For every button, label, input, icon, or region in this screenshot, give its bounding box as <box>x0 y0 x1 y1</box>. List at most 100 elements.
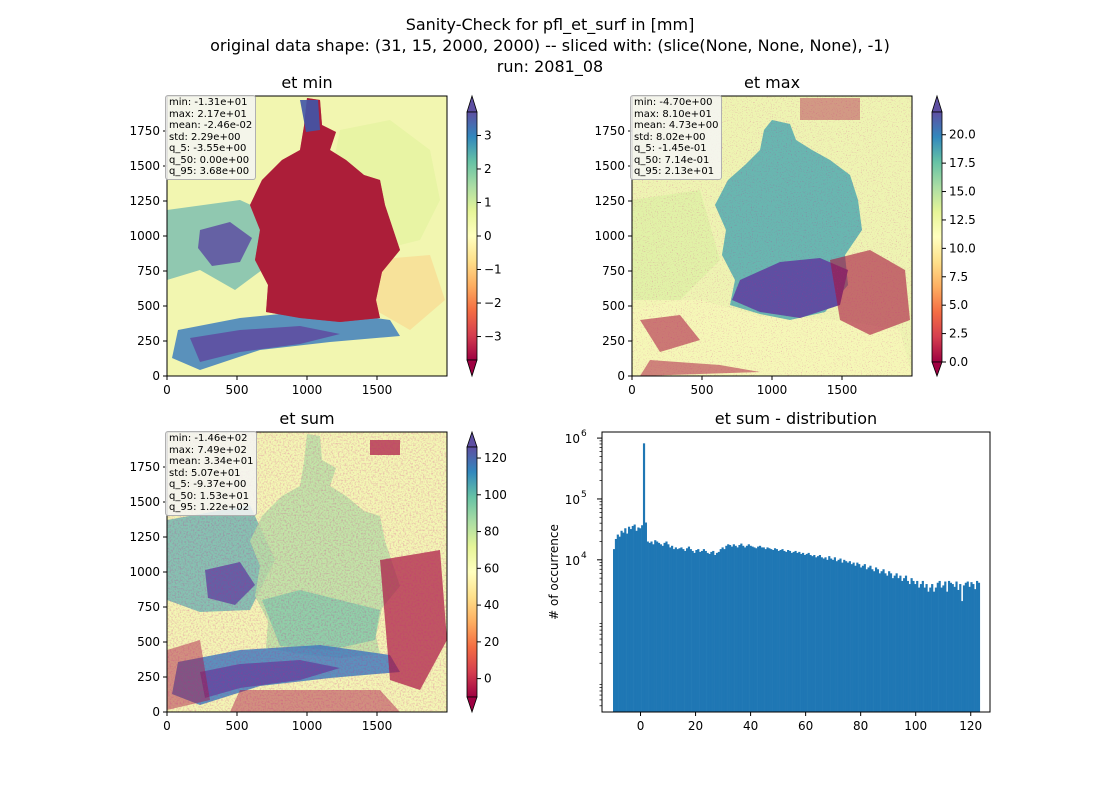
y-axis-et-min: 0 250 500 750 1000 1250 1500 1750 <box>129 124 167 383</box>
histogram-bar <box>745 545 749 712</box>
panel-et-sum-title: et sum <box>279 409 334 428</box>
histogram-bar <box>949 582 952 712</box>
histogram-bar <box>871 569 874 712</box>
histogram-bar <box>807 552 810 712</box>
x-tick-label: 500 <box>226 383 249 397</box>
histogram-bar <box>910 578 913 712</box>
histogram-bar <box>663 542 666 712</box>
histogram-bar <box>685 548 689 712</box>
histogram-bar <box>766 547 769 712</box>
histogram-bar <box>633 524 636 712</box>
histogram-bar <box>886 575 889 712</box>
x-tick-label: 500 <box>226 719 249 733</box>
histogram-bar <box>661 545 664 712</box>
colorbar-tick-label: 1 <box>484 195 492 209</box>
histogram-bar <box>976 580 979 712</box>
histogram-bar <box>811 556 814 712</box>
histogram-bar <box>614 538 618 712</box>
histogram-bar <box>674 547 677 712</box>
y-tick-label: 250 <box>137 334 160 348</box>
histogram-bar <box>874 567 878 712</box>
x-axis-et-max: 0 500 1000 1500 <box>628 376 857 397</box>
colorbar-tick-label: 5.0 <box>949 298 968 312</box>
x-tick-label: 500 <box>691 383 714 397</box>
histogram-bar <box>891 578 894 712</box>
histogram-bar <box>970 582 973 712</box>
histogram-bar <box>657 542 661 712</box>
stats-line: mean: 4.73e+00 <box>634 120 719 131</box>
histogram-bar <box>936 582 939 712</box>
histogram-bar <box>835 561 838 712</box>
heatmap-et-max <box>632 96 912 376</box>
histogram-bar <box>641 525 644 712</box>
histogram-bar <box>723 549 726 712</box>
histogram-bar <box>961 601 964 712</box>
y-tick-label: 10 <box>565 554 580 568</box>
histogram-bar <box>822 558 825 712</box>
y-tick-exponent: 5 <box>581 490 587 500</box>
histogram-bar <box>764 549 767 712</box>
histogram-bar <box>665 541 668 712</box>
histogram-bar <box>962 585 966 712</box>
histogram-ylabel: # of occurrence <box>547 524 561 620</box>
x-tick-label: 1000 <box>292 383 323 397</box>
stats-line: max: 7.49e+02 <box>169 444 247 456</box>
x-tick-label: 80 <box>853 719 868 733</box>
histogram-bar <box>695 550 698 712</box>
histogram-bar <box>972 584 975 712</box>
histogram-bar <box>650 541 653 712</box>
histogram-bar <box>680 547 683 712</box>
histogram-bar <box>828 556 831 712</box>
histogram-bar <box>919 584 923 712</box>
histogram-bar <box>732 544 735 712</box>
x-tick-label: 0 <box>637 719 645 733</box>
colorbar-tick-label: 15.0 <box>949 185 976 199</box>
histogram-bar <box>966 581 969 712</box>
colorbar-tick-label: 100 <box>484 488 507 502</box>
y-tick-label: 1500 <box>129 495 160 509</box>
histogram-bar <box>788 550 792 712</box>
histogram-bar <box>925 584 928 712</box>
histogram-bar <box>721 547 724 712</box>
histogram-bar <box>682 549 685 712</box>
stats-line: q_5: -9.37e+00 <box>169 479 247 490</box>
histogram-bar <box>790 552 793 712</box>
histogram-bar <box>923 587 926 712</box>
histogram-bar <box>646 541 649 712</box>
histogram-bar <box>873 571 876 712</box>
stats-box-et-max: min: -4.70e+00 max: 8.10e+01 mean: 4.73e… <box>630 95 723 180</box>
histogram-bar <box>805 553 808 712</box>
stats-line: std: 5.07e+01 <box>169 467 241 479</box>
histogram-bar <box>850 564 853 712</box>
colorbar-tick-label: 3 <box>484 128 492 142</box>
histogram-bar <box>798 551 801 712</box>
x-tick-label: 1000 <box>757 383 788 397</box>
histogram-bar <box>953 586 956 712</box>
histogram-bar <box>904 575 908 712</box>
colorbar-tick-label: 120 <box>484 451 507 465</box>
y-tick-label: 1500 <box>129 159 160 173</box>
x-tick-label: 0 <box>163 383 171 397</box>
y-tick-label: 0 <box>617 369 625 383</box>
stats-box-et-min: min: -1.31e+01 max: 2.17e+01 mean: -2.46… <box>165 95 257 180</box>
histogram-bar <box>897 578 900 712</box>
histogram-bar <box>957 589 960 712</box>
histogram-bar <box>749 545 752 712</box>
y-tick-exponent: 6 <box>581 429 587 439</box>
stats-line: max: 2.17e+01 <box>169 108 247 120</box>
colorbar-tick-label: 60 <box>484 561 499 575</box>
x-tick-label: 1000 <box>292 719 323 733</box>
y-tick-label: 1250 <box>129 530 160 544</box>
histogram-bar <box>964 582 967 712</box>
histogram-bar <box>770 549 773 712</box>
colorbar-tick-label: 40 <box>484 598 499 612</box>
histogram-bar <box>729 545 732 712</box>
histogram-bar <box>848 561 851 712</box>
x-axis-et-min: 0 500 1000 1500 <box>163 376 392 397</box>
histogram-bar <box>856 562 859 712</box>
colorbar-tick-label: 20.0 <box>949 128 976 142</box>
colorbar-et-sum: 120 100 80 60 40 20 0 <box>466 430 507 714</box>
histogram-bar <box>918 587 921 712</box>
histogram-bar <box>931 584 934 712</box>
